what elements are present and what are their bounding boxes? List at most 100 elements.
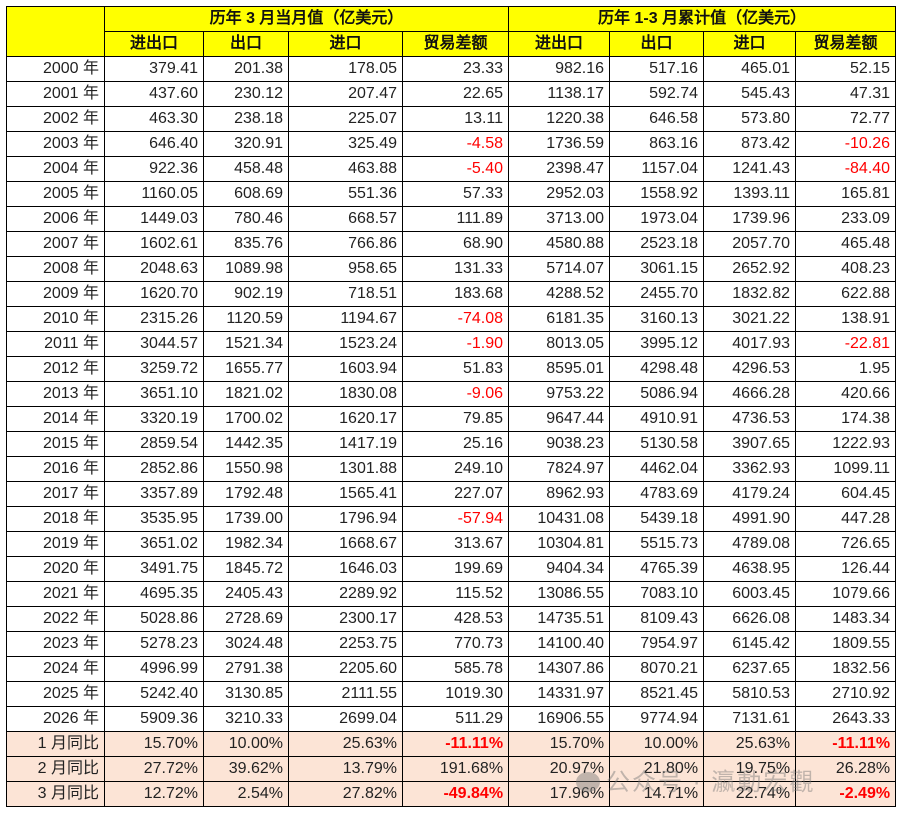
table-cell: 463.88 xyxy=(288,156,403,182)
table-cell: -74.08 xyxy=(401,306,510,332)
table-cell: 8521.45 xyxy=(609,681,705,707)
table-cell: 1982.34 xyxy=(203,531,289,557)
table-cell: 1832.82 xyxy=(703,281,797,307)
table-cell: 1222.93 xyxy=(795,431,897,457)
year-label: 2005 年 xyxy=(6,181,105,207)
table-cell: 22.74% xyxy=(703,781,797,807)
table-cell: 3357.89 xyxy=(104,481,204,507)
table-cell: 20.97% xyxy=(508,756,611,782)
table-cell: 2652.92 xyxy=(703,256,797,282)
table-cell: 3160.13 xyxy=(609,306,705,332)
table-cell: 5810.53 xyxy=(703,681,797,707)
table-cell: 1483.34 xyxy=(795,606,897,632)
table-cell: 1521.34 xyxy=(203,331,289,357)
table-cell: 27.72% xyxy=(104,756,204,782)
table-cell: 9647.44 xyxy=(508,406,611,432)
year-label: 2025 年 xyxy=(6,681,105,707)
table-cell: 1620.70 xyxy=(104,281,204,307)
header-group-row: 历年 3 月当月值（亿美元） 历年 1-3 月累计值（亿美元） xyxy=(6,6,897,57)
column-header-monthly-total: 进出口 xyxy=(104,31,204,57)
table-cell: 4288.52 xyxy=(508,281,611,307)
table-row: 2008 年 2048.63 1089.98 958.65 131.33 5714.07 3… xyxy=(6,256,897,282)
table-cell: 79.85 xyxy=(401,406,510,432)
table-cell: 1602.61 xyxy=(104,231,204,257)
table-cell: 3995.12 xyxy=(609,331,705,357)
table-cell: 4017.93 xyxy=(703,331,797,357)
table-cell: 15.70% xyxy=(104,731,204,757)
table-cell: 25.16 xyxy=(401,431,510,457)
table-cell: 1565.41 xyxy=(288,481,403,507)
yoy-row: 2 月同比 27.72% 39.62% 13.79% 191.68% 20.97% 21.8… xyxy=(6,756,897,782)
table-cell: 22.65 xyxy=(401,81,510,107)
table-cell: 2315.26 xyxy=(104,306,204,332)
trade-data-table: 历年 3 月当月值（亿美元） 历年 1-3 月累计值（亿美元） 进出口 出口 进… xyxy=(6,6,897,807)
table-cell: 47.31 xyxy=(795,81,897,107)
table-cell: 14331.97 xyxy=(508,681,611,707)
table-cell: 2859.54 xyxy=(104,431,204,457)
table-cell: 6626.08 xyxy=(703,606,797,632)
table-cell: 10304.81 xyxy=(508,531,611,557)
table-cell: -11.11% xyxy=(401,731,510,757)
table-row: 2001 年 437.60 230.12 207.47 22.65 1138.17 592.… xyxy=(6,81,897,107)
table-cell: -84.40 xyxy=(795,156,897,182)
table-cell: 25.63% xyxy=(288,731,403,757)
header-cumulative-group: 历年 1-3 月累计值（亿美元） xyxy=(508,6,897,32)
table-cell: 1809.55 xyxy=(795,631,897,657)
table-cell: 174.38 xyxy=(795,406,897,432)
table-cell: 27.82% xyxy=(288,781,403,807)
table-cell: 8595.01 xyxy=(508,356,611,382)
table-cell: 3535.95 xyxy=(104,506,204,532)
yoy-row: 1 月同比 15.70% 10.00% 25.63% -11.11% 15.70% 10.0… xyxy=(6,731,897,757)
table-cell: 1301.88 xyxy=(288,456,403,482)
table-cell: 52.15 xyxy=(795,56,897,82)
table-cell: 5086.94 xyxy=(609,381,705,407)
table-cell: 3362.93 xyxy=(703,456,797,482)
table-row: 2015 年 2859.54 1442.35 1417.19 25.16 9038.23 5… xyxy=(6,431,897,457)
table-cell: 6003.45 xyxy=(703,581,797,607)
table-cell: 1523.24 xyxy=(288,331,403,357)
table-cell: 3320.19 xyxy=(104,406,204,432)
table-cell: 608.69 xyxy=(203,181,289,207)
table-cell: 5130.58 xyxy=(609,431,705,457)
year-label: 2023 年 xyxy=(6,631,105,657)
table-cell: 1194.67 xyxy=(288,306,403,332)
table-cell: 191.68% xyxy=(401,756,510,782)
table-cell: 178.05 xyxy=(288,56,403,82)
table-cell: 4638.95 xyxy=(703,556,797,582)
header-corner-cell xyxy=(6,6,105,57)
table-cell: 9038.23 xyxy=(508,431,611,457)
table-cell: 1079.66 xyxy=(795,581,897,607)
table-cell: 863.16 xyxy=(609,131,705,157)
column-header-cumulative-import: 进口 xyxy=(703,31,797,57)
table-cell: 14100.40 xyxy=(508,631,611,657)
table-cell: 1120.59 xyxy=(203,306,289,332)
table-cell: 111.89 xyxy=(401,206,510,232)
year-label: 2014 年 xyxy=(6,406,105,432)
table-cell: 1973.04 xyxy=(609,206,705,232)
year-label: 2018 年 xyxy=(6,506,105,532)
table-cell: 8013.05 xyxy=(508,331,611,357)
table-cell: 17.96% xyxy=(508,781,611,807)
table-cell: 10.00% xyxy=(203,731,289,757)
table-cell: -5.40 xyxy=(401,156,510,182)
table-row: 2025 年 5242.40 3130.85 2111.55 1019.30 14331.… xyxy=(6,681,897,707)
header-column-row: 进出口 出口 进口 贸易差额 进出口 出口 进口 贸易差额 xyxy=(7,31,897,57)
table-cell: 2728.69 xyxy=(203,606,289,632)
table-cell: 1442.35 xyxy=(203,431,289,457)
table-cell: 5278.23 xyxy=(104,631,204,657)
table-cell: 3907.65 xyxy=(703,431,797,457)
table-cell: 5909.36 xyxy=(104,706,204,732)
table-cell: 2048.63 xyxy=(104,256,204,282)
table-cell: 3210.33 xyxy=(203,706,289,732)
table-row: 2012 年 3259.72 1655.77 1603.94 51.83 8595.01 4… xyxy=(6,356,897,382)
table-cell: 3044.57 xyxy=(104,331,204,357)
table-cell: -11.11% xyxy=(795,731,897,757)
table-cell: 463.30 xyxy=(104,106,204,132)
table-cell: -57.94 xyxy=(401,506,510,532)
table-cell: -2.49% xyxy=(795,781,897,807)
table-cell: 3021.22 xyxy=(703,306,797,332)
table-cell: 126.44 xyxy=(795,556,897,582)
table-cell: 19.75% xyxy=(703,756,797,782)
table-row: 2018 年 3535.95 1739.00 1796.94 -57.94 10431.0… xyxy=(6,506,897,532)
table-cell: 8070.21 xyxy=(609,656,705,682)
